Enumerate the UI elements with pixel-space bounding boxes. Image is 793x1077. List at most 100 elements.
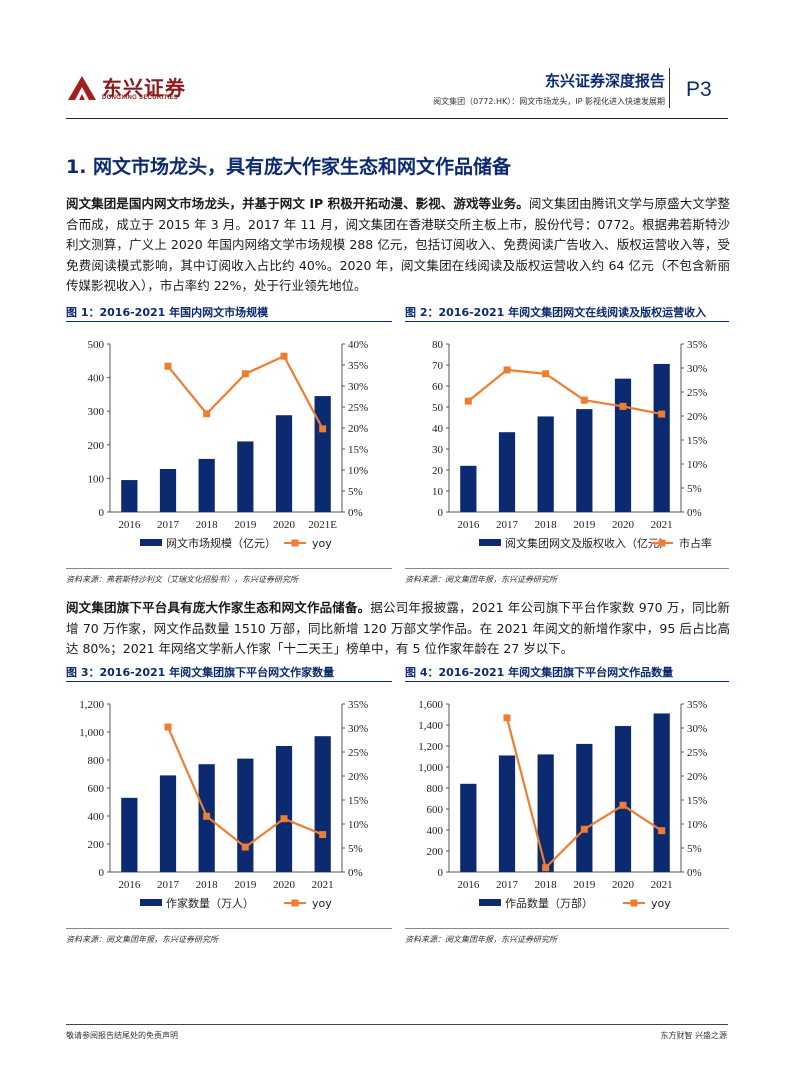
figure-4-bottom-rule — [405, 928, 729, 929]
company-logo-icon — [68, 76, 96, 100]
line-point — [319, 831, 327, 839]
company-logo-english: DONGXING SECURITIES — [102, 95, 179, 101]
legend-line-label: yoy — [312, 537, 332, 550]
figure-3-chart: 0 200 400 600 800 1,000 1,200 0% 5% 10% 15% 20% 25% 3… — [79, 699, 368, 910]
y-tick-label-left: 600 — [88, 783, 105, 795]
line-point — [203, 410, 211, 418]
line-point — [280, 815, 288, 823]
x-tick-label: 2017 — [496, 879, 519, 891]
y-tick-label-left: 400 — [427, 825, 444, 837]
y-tick-label-right: 25% — [687, 747, 707, 759]
figure-2-source: 资料来源：阅文集团年报，东兴证券研究所 — [405, 575, 557, 584]
y-tick-label-left: 400 — [88, 373, 105, 385]
report-subtitle: 阅文集团（0772.HK）：网文市场龙头，IP 影视化进入快速发展期 — [433, 97, 665, 106]
x-tick-label: 2019 — [234, 519, 256, 531]
x-tick-label: 2019 — [573, 879, 596, 891]
y-tick-label-right: 20% — [348, 423, 368, 435]
y-tick-label-right: 25% — [687, 387, 707, 399]
bar — [275, 415, 293, 512]
legend-bar-label: 作品数量（万部） — [505, 896, 593, 910]
line-point — [503, 366, 511, 374]
y-tick-label-left: 70 — [432, 360, 444, 372]
bar — [653, 713, 670, 872]
company-logo-name: 东兴证券 — [102, 76, 186, 100]
header-rule — [66, 118, 728, 119]
legend-line-marker — [658, 539, 666, 547]
y-tick-label-right: 0% — [687, 867, 702, 879]
line-point — [658, 827, 666, 835]
bar — [460, 465, 477, 512]
legend-line-marker — [291, 539, 299, 547]
figure-4-source: 资料来源：阅文集团年报，东兴证券研究所 — [405, 935, 557, 944]
figure-1-title: 图 1：2016-2021 年国内网文市场规模 — [66, 306, 269, 319]
legend-bar-label: 阅文集团网文及版权收入（亿元） — [505, 536, 670, 550]
bar — [275, 746, 293, 872]
line-point — [280, 352, 288, 360]
figure-3-source: 资料来源：阅文集团年报，东兴证券研究所 — [66, 935, 218, 944]
y-tick-label-right: 0% — [348, 507, 363, 519]
y-tick-label-left: 1,200 — [79, 699, 104, 711]
figure-1-source: 资料来源：弗若斯特沙利文（艾瑞文化招股书），东兴证券研究所 — [66, 575, 298, 584]
y-tick-label-right: 20% — [348, 771, 368, 783]
figure-2-chart: 0 10 20 30 40 50 60 70 80 0% 5% 10% 15% 20% 25% 30% 35% 2… — [432, 339, 712, 550]
paragraph-intro-body: 阅文集团由腾讯文学与原盛大文学整合而成，成立于 2015 年 3 月。2017 … — [66, 196, 730, 293]
line-point — [658, 410, 666, 418]
x-tick-label: 2020 — [273, 879, 296, 891]
y-tick-label-left: 1,600 — [418, 699, 443, 711]
figure-3-bottom-rule — [66, 928, 392, 929]
x-tick-label: 2020 — [273, 519, 296, 531]
legend-line-label: yoy — [651, 897, 671, 910]
y-tick-label-left: 10 — [432, 486, 444, 498]
x-tick-label: 2021E — [308, 519, 337, 531]
y-tick-label-right: 25% — [348, 402, 368, 414]
x-tick-label: 2016 — [118, 879, 141, 891]
page-number: P3 — [686, 78, 712, 101]
line-point — [580, 825, 588, 833]
y-tick-label-right: 30% — [687, 723, 707, 735]
bar — [159, 468, 177, 512]
x-tick-label: 2020 — [612, 879, 635, 891]
bar — [314, 736, 331, 872]
y-tick-label-right: 10% — [348, 819, 368, 831]
y-tick-label-left: 100 — [88, 473, 105, 485]
bar — [198, 458, 215, 512]
bar — [537, 416, 554, 512]
figure-1-rule — [66, 321, 392, 322]
legend-line-label: yoy — [312, 897, 332, 910]
y-tick-label-left: 500 — [88, 339, 105, 351]
bar — [614, 378, 632, 512]
y-tick-label-right: 10% — [348, 465, 368, 477]
x-tick-label: 2018 — [196, 519, 219, 531]
bar — [237, 441, 254, 512]
y-tick-label-right: 35% — [687, 699, 707, 711]
paragraph-intro-lead: 阅文集团是国内网文市场龙头，并基于网文 IP 积极开拓动漫、影视、游戏等业务。 — [66, 196, 529, 211]
y-tick-label-left: 1,000 — [79, 727, 104, 739]
legend-bar-swatch — [479, 539, 501, 546]
bar — [653, 363, 670, 512]
x-tick-label: 2016 — [457, 519, 480, 531]
y-tick-label-right: 30% — [348, 723, 368, 735]
x-tick-label: 2017 — [496, 519, 519, 531]
legend-bar-swatch — [140, 899, 162, 906]
y-tick-label-left: 30 — [432, 444, 444, 456]
y-tick-label-right: 15% — [348, 795, 368, 807]
paragraph-ecosystem-lead: 阅文集团旗下平台具有庞大作家生态和网文作品储备。 — [66, 600, 371, 615]
y-tick-label-right: 15% — [348, 444, 368, 456]
y-tick-label-right: 30% — [687, 363, 707, 375]
figure-2-title: 图 2：2016-2021 年阅文集团网文在线阅读及版权运营收入 — [405, 306, 707, 319]
line-point — [542, 864, 550, 872]
x-tick-label: 2021 — [651, 519, 673, 531]
y-tick-label-left: 20 — [432, 465, 444, 477]
legend-bar-label: 作家数量（万人） — [166, 896, 254, 910]
y-tick-label-left: 0 — [438, 867, 444, 879]
figure-2-rule — [405, 321, 729, 322]
x-tick-label: 2020 — [612, 519, 635, 531]
line-point — [164, 362, 172, 370]
bar — [237, 758, 254, 872]
paragraph-ecosystem: 阅文集团旗下平台具有庞大作家生态和网文作品储备。据公司年报披露，2021 年公司… — [66, 598, 730, 660]
x-tick-label: 2018 — [196, 879, 219, 891]
line-point — [619, 402, 627, 410]
y-tick-label-right: 40% — [348, 339, 368, 351]
y-tick-label-right: 25% — [348, 747, 368, 759]
bar — [314, 396, 331, 512]
